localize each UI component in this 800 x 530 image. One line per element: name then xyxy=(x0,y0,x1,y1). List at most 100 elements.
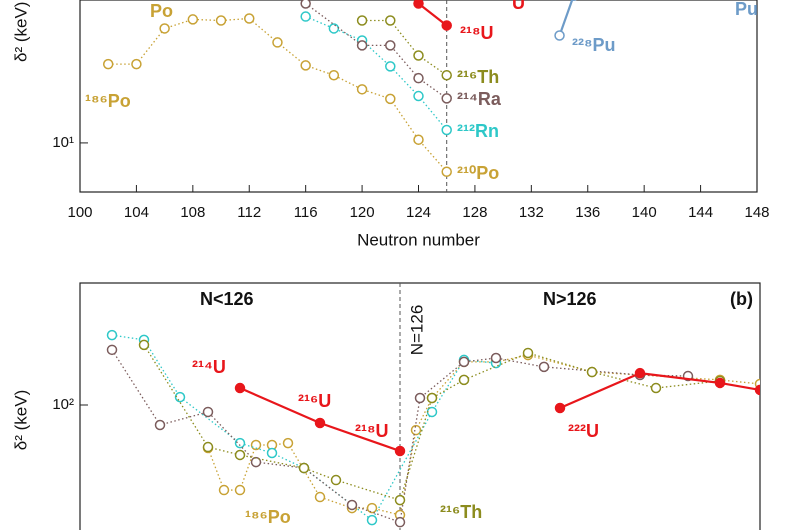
data-point xyxy=(300,0,311,9)
data-point xyxy=(410,424,422,436)
data-point xyxy=(131,58,142,70)
x-tick-label: 124 xyxy=(406,204,431,221)
annotation: ²¹⁶Th xyxy=(440,502,482,522)
series-line xyxy=(558,0,574,36)
series-line xyxy=(111,334,497,522)
x-tick-label: 120 xyxy=(350,204,375,221)
x-tick-label: 140 xyxy=(632,204,657,221)
data-point xyxy=(441,93,452,104)
y-axis-label: δ² (keV) xyxy=(11,390,30,450)
plot-area xyxy=(102,0,577,177)
data-point xyxy=(106,329,118,341)
data-point xyxy=(426,406,438,418)
data-point xyxy=(244,13,255,24)
x-tick-label: 128 xyxy=(462,204,487,221)
data-point xyxy=(102,58,114,70)
data-point xyxy=(174,391,186,403)
data-point xyxy=(218,484,230,496)
data-point xyxy=(159,23,170,34)
x-tick-label: 108 xyxy=(180,204,205,221)
data-point xyxy=(330,474,342,486)
annotation: N=126 xyxy=(407,305,426,356)
data-point xyxy=(385,61,396,72)
data-point xyxy=(202,441,214,453)
annotation: (b) xyxy=(730,289,753,309)
data-point xyxy=(394,494,406,506)
y-tick-label: 10¹ xyxy=(52,134,74,151)
data-point xyxy=(538,361,550,373)
data-point xyxy=(300,60,311,71)
x-tick-label: 100 xyxy=(67,204,92,221)
data-point xyxy=(586,366,598,378)
data-point xyxy=(385,40,396,51)
data-point xyxy=(754,384,760,396)
x-tick-label: 136 xyxy=(575,204,600,221)
annotation: N>126 xyxy=(543,289,597,309)
y-tick-label: 10² xyxy=(52,396,74,413)
annotation: ¹⁸⁶Po xyxy=(85,91,131,111)
data-point xyxy=(441,166,452,177)
data-point xyxy=(366,514,378,526)
data-point xyxy=(138,339,150,351)
data-point xyxy=(298,462,310,474)
data-point xyxy=(346,499,358,511)
data-point xyxy=(154,419,166,431)
data-point xyxy=(650,382,662,394)
data-point xyxy=(385,15,396,26)
data-point xyxy=(234,437,246,449)
series-line xyxy=(417,2,448,27)
annotation: ²¹⁶Th xyxy=(457,67,499,87)
data-point xyxy=(413,0,424,9)
data-point xyxy=(250,439,262,451)
data-point xyxy=(234,449,246,461)
x-tick-label: 144 xyxy=(688,204,713,221)
annotation: ²²⁸Pu xyxy=(572,35,616,55)
plot-frame xyxy=(79,282,761,530)
data-point xyxy=(328,69,340,81)
data-point xyxy=(356,15,368,26)
series-line xyxy=(305,3,448,99)
data-point xyxy=(272,37,283,48)
data-point xyxy=(356,84,368,95)
data-point xyxy=(356,40,368,51)
data-point xyxy=(300,11,311,22)
annotation: ²¹⁴U xyxy=(192,357,226,377)
data-point xyxy=(441,124,452,136)
annotation: Po xyxy=(150,1,173,21)
annotation: N<126 xyxy=(200,289,254,309)
data-point xyxy=(634,367,646,379)
data-point xyxy=(413,72,424,84)
data-point xyxy=(441,20,452,31)
x-tick-label: 104 xyxy=(124,204,149,221)
annotation: Pu xyxy=(735,0,758,19)
annotation: ²¹⁸U xyxy=(355,421,389,441)
data-point xyxy=(714,377,726,389)
series-line xyxy=(207,354,760,516)
annotation: ²¹⁴Ra xyxy=(457,89,502,109)
series-line xyxy=(305,15,448,131)
data-point xyxy=(554,402,566,414)
data-point xyxy=(458,374,470,386)
data-point xyxy=(414,392,426,404)
y-axis-label: δ² (keV) xyxy=(11,2,30,62)
data-point xyxy=(366,502,378,514)
data-point xyxy=(458,356,470,368)
data-point xyxy=(394,445,406,457)
data-point xyxy=(385,93,396,105)
series-line xyxy=(362,19,448,76)
data-point xyxy=(215,15,227,26)
data-point xyxy=(106,344,118,356)
data-point xyxy=(187,14,199,25)
data-point xyxy=(328,23,340,34)
data-point xyxy=(554,30,565,41)
data-point xyxy=(413,90,424,102)
data-point xyxy=(314,417,326,429)
x-axis-label: Neutron number xyxy=(357,230,480,249)
annotation: ²¹⁰Po xyxy=(457,163,499,183)
annotation: ²¹⁶U xyxy=(298,391,331,411)
x-tick-label: 116 xyxy=(294,204,318,221)
x-tick-label: 132 xyxy=(519,204,544,221)
annotation: ²¹²Rn xyxy=(457,121,499,141)
data-point xyxy=(202,406,214,418)
data-point xyxy=(522,347,534,359)
